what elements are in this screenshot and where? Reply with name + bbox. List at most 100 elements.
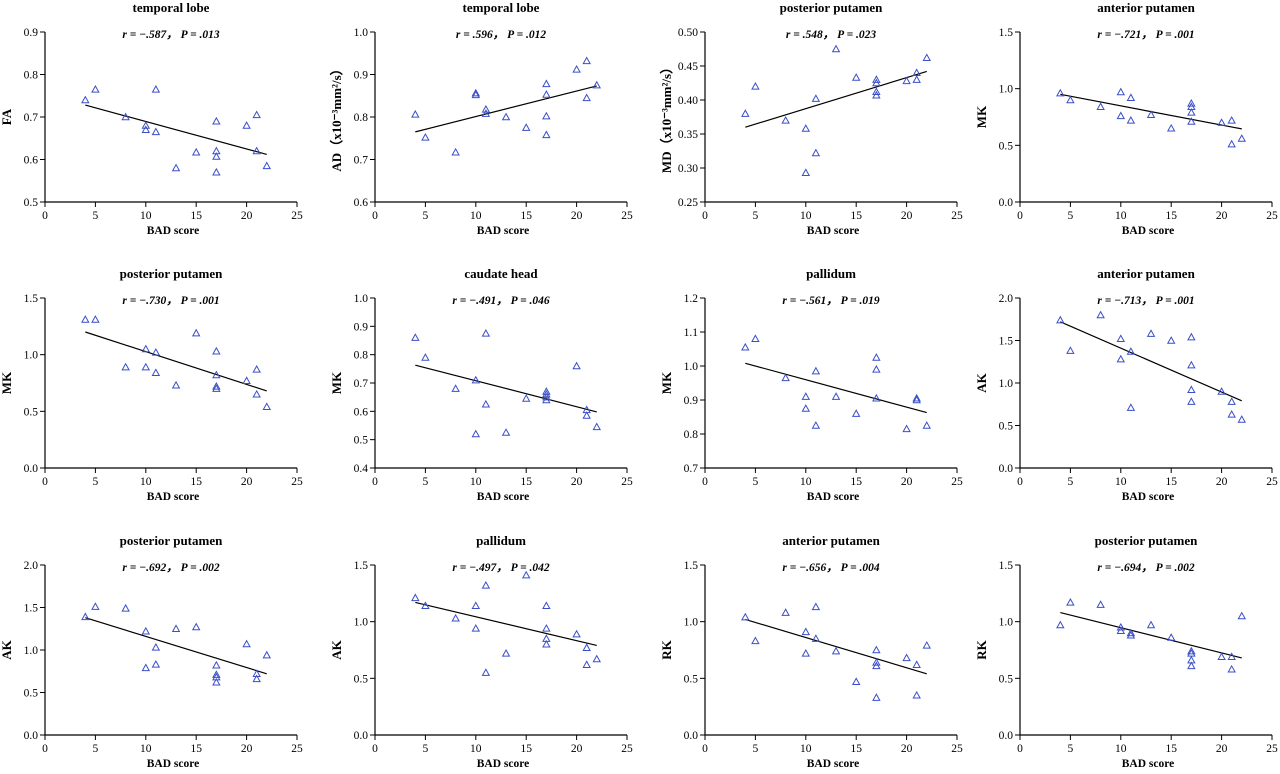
y-tick-label: 0.9 bbox=[354, 321, 369, 333]
data-point-marker bbox=[481, 399, 491, 408]
x-tick-label: 15 bbox=[850, 476, 862, 488]
data-point-marker bbox=[1126, 347, 1136, 355]
p-value: P = .001 bbox=[1153, 29, 1195, 41]
data-point-marker bbox=[851, 409, 861, 417]
data-point-marker bbox=[801, 404, 811, 412]
x-tick-label: 15 bbox=[520, 210, 532, 222]
scatter-panel: posterior putamen r = −.730， P = .001 0 5 10… bbox=[0, 266, 303, 503]
stat-annotation: r = −.692， P = .002 bbox=[122, 562, 220, 574]
x-axis-label: BAD score bbox=[1122, 225, 1175, 237]
y-tick-label: 0.5 bbox=[999, 140, 1014, 152]
regression-line bbox=[1060, 612, 1242, 659]
data-point-marker bbox=[1126, 630, 1136, 639]
data-point-marker bbox=[1187, 646, 1196, 655]
x-tick-label: 15 bbox=[190, 476, 202, 488]
y-tick-label: 0.7 bbox=[684, 463, 699, 475]
x-tick-label: 15 bbox=[190, 210, 202, 222]
y-tick-label: 1.0 bbox=[999, 378, 1014, 390]
r-value: r = .596， bbox=[456, 29, 504, 41]
x-tick-label: 5 bbox=[423, 743, 429, 755]
data-point-marker bbox=[411, 110, 420, 118]
scatter-panel: posterior putamen r = .548， P = .023 0 5 10 1… bbox=[659, 0, 963, 237]
data-point-marker bbox=[851, 677, 861, 685]
data-point-marker bbox=[542, 624, 551, 632]
x-tick-label: 10 bbox=[470, 476, 482, 488]
data-point-marker bbox=[1116, 626, 1126, 634]
data-point-marker bbox=[411, 333, 420, 341]
data-point-marker bbox=[572, 361, 581, 370]
data-point-marker bbox=[252, 146, 261, 155]
y-tick-label: 0.5 bbox=[354, 435, 369, 447]
data-point-marker bbox=[872, 645, 881, 654]
y-tick-label: 0.9 bbox=[684, 395, 699, 407]
y-tick-label: 1.0 bbox=[354, 293, 369, 305]
r-value: r = −.694， bbox=[1097, 562, 1152, 574]
x-tick-label: 0 bbox=[372, 210, 378, 222]
data-point-marker bbox=[141, 121, 151, 129]
y-axis-label: RK bbox=[974, 639, 989, 659]
data-point-marker bbox=[542, 79, 551, 88]
x-tick-label: 10 bbox=[1115, 743, 1127, 755]
r-value: r = −.656， bbox=[782, 562, 837, 574]
y-tick-label: 0.0 bbox=[999, 197, 1014, 209]
data-point-marker bbox=[212, 677, 221, 686]
panel-title: pallidum bbox=[806, 266, 856, 281]
data-point-marker bbox=[521, 570, 531, 579]
data-point-marker bbox=[1187, 661, 1196, 670]
r-value: r = −.730， bbox=[122, 295, 177, 307]
data-point-marker bbox=[1237, 415, 1247, 423]
x-axis-label: BAD score bbox=[807, 758, 860, 770]
data-point-marker bbox=[811, 148, 821, 157]
y-axis-label: MK bbox=[659, 371, 674, 394]
data-point-marker bbox=[212, 370, 221, 379]
x-tick-label: 10 bbox=[140, 210, 152, 222]
y-tick-label: 0.5 bbox=[354, 673, 369, 685]
data-point-marker bbox=[751, 334, 760, 343]
x-tick-label: 15 bbox=[520, 476, 532, 488]
r-value: r = −.491， bbox=[452, 295, 507, 307]
data-point-marker bbox=[1237, 611, 1247, 620]
y-tick-label: 0.0 bbox=[24, 730, 39, 742]
data-point-marker bbox=[872, 78, 881, 87]
data-point-marker bbox=[252, 110, 261, 119]
x-tick-label: 0 bbox=[42, 210, 48, 222]
data-point-marker bbox=[831, 44, 841, 53]
stat-annotation: r = −.491， P = .046 bbox=[452, 295, 550, 307]
data-point-marker bbox=[912, 395, 921, 404]
x-tick-label: 5 bbox=[423, 210, 429, 222]
data-point-marker bbox=[872, 393, 881, 402]
x-tick-label: 25 bbox=[291, 743, 303, 755]
x-tick-label: 20 bbox=[901, 476, 913, 488]
data-point-marker bbox=[212, 660, 221, 669]
data-point-marker bbox=[922, 421, 932, 429]
data-point-marker bbox=[212, 167, 221, 176]
data-point-marker bbox=[1056, 315, 1065, 324]
data-point-marker bbox=[252, 674, 261, 683]
data-point-marker bbox=[121, 362, 130, 371]
data-point-marker bbox=[451, 384, 460, 392]
data-point-marker bbox=[1056, 620, 1065, 629]
data-point-marker bbox=[191, 622, 201, 631]
y-tick-label: 0.0 bbox=[684, 730, 699, 742]
scatter-panel: posterior putamen r = −.694， P = .002 0 5 10… bbox=[974, 533, 1278, 770]
data-point-marker bbox=[471, 375, 481, 384]
x-tick-label: 10 bbox=[1115, 476, 1127, 488]
y-tick-label: 0.25 bbox=[678, 197, 698, 209]
x-axis-label: BAD score bbox=[1122, 758, 1175, 770]
y-axis-label: MK bbox=[974, 105, 989, 128]
data-point-marker bbox=[151, 84, 161, 93]
x-tick-label: 25 bbox=[1266, 743, 1278, 755]
data-point-marker bbox=[1227, 664, 1236, 673]
scatter-panel: temporal lobe r = .596， P = .012 0 5 10 15 20 2… bbox=[329, 0, 633, 237]
data-point-marker bbox=[91, 602, 100, 610]
y-tick-label: 0.6 bbox=[24, 155, 39, 167]
regression-line bbox=[745, 70, 927, 128]
data-point-marker bbox=[141, 125, 151, 133]
panel-title: posterior putamen bbox=[780, 0, 883, 15]
data-point-marker bbox=[582, 56, 591, 65]
y-tick-label: 1.0 bbox=[999, 84, 1014, 96]
data-point-marker bbox=[521, 394, 531, 402]
data-point-marker bbox=[582, 643, 591, 651]
data-point-marker bbox=[1096, 600, 1105, 608]
x-tick-label: 5 bbox=[753, 476, 759, 488]
